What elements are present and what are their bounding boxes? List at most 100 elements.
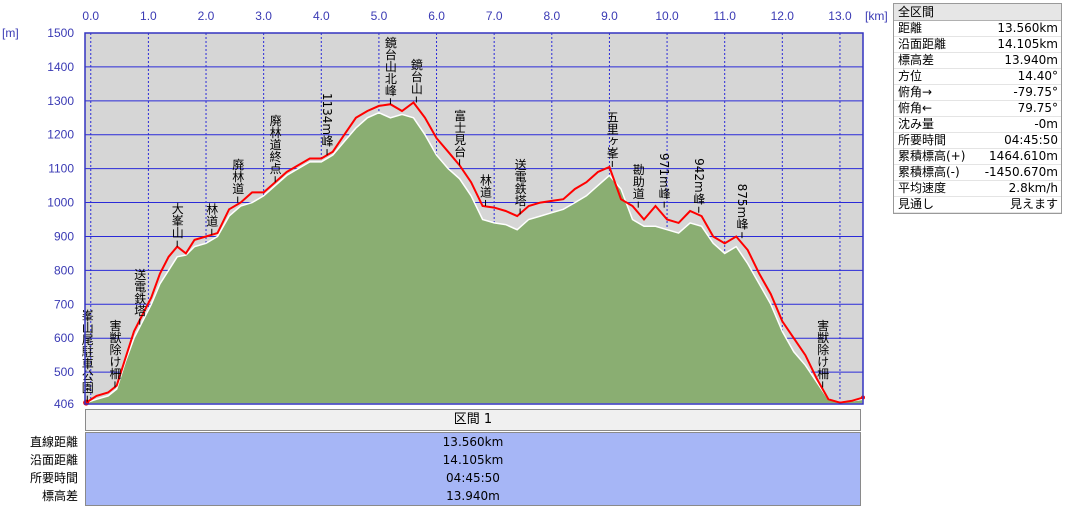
- x-tick-label: 1.0: [140, 9, 157, 23]
- info-row: 累積標高(+) 1464.610m: [894, 149, 1061, 165]
- info-row-value: 1464.610m: [989, 149, 1058, 163]
- elevation-profile-chart: 0.0 1.0 2.0 3.0 4.0 5.0 6.0 7.0 8.0 9.0 10.0 11.0 12…: [2, 9, 888, 410]
- elevation-line: [85, 101, 864, 404]
- info-rows: 距離 13.560km 沿面距離 14.105km 標高差 13.940m 方位 14.40°…: [894, 21, 1061, 213]
- waypoint: 送電鉄塔: [513, 157, 527, 215]
- elevation-area: [85, 111, 864, 405]
- section-label: 標高差: [41, 489, 78, 503]
- waypoint: 害獣除け柵: [108, 318, 122, 388]
- info-row-label: 累積標高(-): [898, 165, 960, 179]
- info-row-value: -79.75°: [1013, 85, 1058, 99]
- info-row-label: 累積標高(+): [898, 149, 966, 163]
- y-tick-label: 1200: [47, 128, 74, 142]
- waypoint-label: 送電鉄塔: [513, 157, 527, 207]
- waypoint-label: 林道: [479, 174, 493, 198]
- y-tick-label: 500: [54, 365, 74, 379]
- info-row-value: 見えます: [1009, 197, 1058, 211]
- waypoint-label: 鏡台山北峰: [383, 35, 397, 96]
- y-tick-label: 1000: [47, 196, 74, 210]
- waypoint-label: 1134m峰: [320, 93, 334, 147]
- y-tick-label: 406: [54, 397, 74, 410]
- x-tick-label: 5.0: [371, 9, 388, 23]
- section-values: 13.560km 14.105km 04:45:50 13.940m: [85, 432, 861, 506]
- section-value: 13.940m: [446, 489, 500, 503]
- waypoint: 五里ヶ峯: [605, 111, 619, 167]
- y-tick-label: 1300: [47, 94, 74, 108]
- waypoint-label: 勘助道: [631, 163, 645, 199]
- waypoint: 林道: [205, 202, 219, 235]
- info-row-label: 平均速度: [898, 181, 947, 195]
- info-row-value: 13.940m: [1004, 53, 1058, 67]
- section-value: 04:45:50: [446, 471, 500, 485]
- info-row: 沈み量 -0m: [894, 117, 1061, 133]
- section-header[interactable]: 区間 1: [85, 409, 861, 431]
- y-tick-label: 1400: [47, 60, 74, 74]
- section-value: 14.105km: [442, 453, 504, 467]
- waypoint: 勘助道: [631, 163, 645, 208]
- waypoint: 廃林道: [231, 157, 245, 203]
- info-row-label: 標高差: [898, 53, 935, 67]
- x-tick-label: 7.0: [486, 9, 503, 23]
- waypoint: 林道: [479, 174, 493, 206]
- waypoint-label: 送電鉄塔: [133, 267, 147, 317]
- waypoint: 1134m峰: [320, 93, 334, 156]
- info-row-value: 14.105km: [997, 37, 1058, 51]
- waypoint-label: 林道: [205, 202, 219, 226]
- x-tick-label: 6.0: [428, 9, 445, 23]
- y-tick-label: 600: [54, 331, 74, 345]
- info-row: 累積標高(-) -1450.670m: [894, 165, 1061, 181]
- waypoint: 害獣除け柵: [816, 318, 830, 388]
- info-row-value: 2.8km/h: [1008, 181, 1058, 195]
- info-row-value: 13.560km: [997, 21, 1058, 35]
- info-row-label: 沿面距離: [898, 37, 947, 51]
- y-unit-label: [m]: [2, 26, 19, 40]
- info-row: 見通し 見えます: [894, 197, 1061, 213]
- info-row: 方位 14.40°: [894, 69, 1061, 85]
- x-unit-label: [km]: [865, 9, 888, 23]
- y-tick-label: 700: [54, 297, 74, 311]
- waypoint: 942m峰: [692, 158, 706, 213]
- info-row: 標高差 13.940m: [894, 53, 1061, 69]
- info-row-label: 方位: [898, 69, 923, 83]
- x-tick-label: 10.0: [655, 9, 679, 23]
- info-row-label: 距離: [898, 21, 923, 35]
- info-row: 所要時間 04:45:50: [894, 133, 1061, 149]
- info-row: 俯角← 79.75°: [894, 101, 1061, 117]
- y-tick-label: 800: [54, 263, 74, 277]
- waypoint: 富士見台: [453, 108, 467, 166]
- x-tick-label: 2.0: [198, 9, 215, 23]
- waypoint: 峯山尾駐車公園: [80, 309, 94, 402]
- info-row-label: 見通し: [898, 197, 935, 211]
- section-labels: 直線距離 沿面距離 所要時間 標高差: [0, 433, 78, 505]
- waypoint: 大峯山: [170, 202, 184, 247]
- waypoint-label: 大峯山: [170, 202, 184, 238]
- waypoint-label: 富士見台: [453, 108, 467, 157]
- waypoint-label: 害獣除け柵: [816, 318, 830, 379]
- info-row-label: 所要時間: [898, 133, 947, 147]
- info-row-label: 俯角→: [898, 85, 933, 99]
- elevation-area-layer: [85, 111, 864, 405]
- waypoint: 廃林道終点: [268, 113, 282, 183]
- waypoint-label: 廃林道終点: [268, 113, 282, 174]
- x-tick-label: 11.0: [713, 9, 736, 23]
- waypoint: 875m峰: [735, 184, 749, 239]
- info-panel-title: 全区間: [894, 4, 1061, 21]
- section-label: 沿面距離: [29, 453, 78, 467]
- waypoint-label: 鏡台山: [409, 57, 423, 94]
- info-row: 距離 13.560km: [894, 21, 1061, 37]
- x-tick-labels: 0.0 1.0 2.0 3.0 4.0 5.0 6.0 7.0 8.0 9.0 10.0 11.0 12…: [82, 9, 852, 23]
- info-row-value: 04:45:50: [1004, 133, 1058, 147]
- section-label: 直線距離: [29, 435, 78, 449]
- y-tick-label: 900: [54, 229, 74, 243]
- waypoint: 鏡台山: [409, 57, 423, 103]
- info-row: 俯角→ -79.75°: [894, 85, 1061, 101]
- info-row-value: -1450.670m: [984, 165, 1058, 179]
- waypoint-label: 875m峰: [735, 184, 749, 231]
- x-tick-label: 8.0: [543, 9, 560, 23]
- waypoint: 鏡台山北峰: [383, 35, 397, 105]
- waypoint-label: 峯山尾駐車公園: [80, 309, 94, 393]
- y-tick-label: 1100: [48, 162, 74, 176]
- section-label: 所要時間: [29, 471, 78, 485]
- info-row-label: 沈み量: [898, 117, 935, 131]
